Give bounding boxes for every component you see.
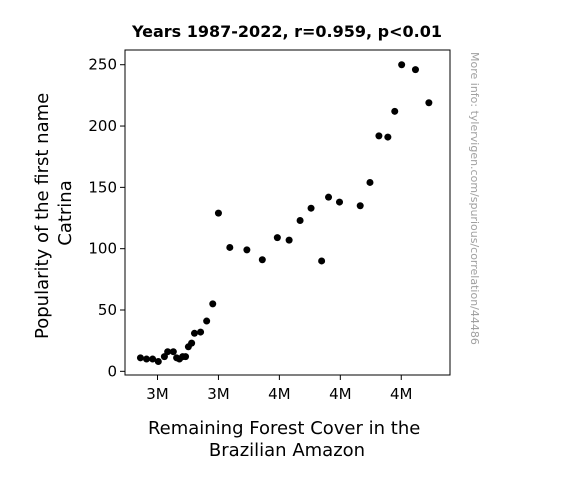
data-point [214, 209, 222, 217]
data-point [411, 66, 419, 74]
data-point [356, 202, 364, 210]
y-axis-label: Popularity of the first name Catrina [32, 87, 76, 339]
y-tick-label: 100 [88, 240, 117, 258]
x-axis-label-line-2: Brazilian Amazon [209, 440, 365, 461]
data-point [391, 107, 399, 115]
y-axis: 0 50 100 150 200 250 [88, 56, 125, 380]
data-points [136, 61, 433, 366]
data-point [366, 178, 374, 186]
x-axis-label-line-1: Remaining Forest Cover in the [148, 418, 420, 439]
x-tick-label: 3M [207, 385, 230, 403]
data-point [384, 133, 392, 141]
watermark-text: More info: tylervigen.com/spurious/corre… [468, 52, 481, 345]
x-tick-label: 3M [146, 385, 169, 403]
y-tick-label: 50 [98, 301, 117, 319]
data-point [273, 234, 281, 242]
y-tick-label: 150 [88, 178, 117, 196]
data-point [318, 257, 326, 265]
data-point [243, 246, 251, 254]
data-point [190, 329, 198, 337]
x-axis: 3M 3M 4M 4M 4M [146, 375, 413, 403]
data-point [169, 348, 177, 356]
data-point [226, 243, 234, 251]
data-point [307, 204, 315, 212]
data-point [325, 193, 333, 201]
data-point [398, 61, 406, 69]
data-point [203, 317, 211, 325]
chart-title: Years 1987-2022, r=0.959, p<0.01 [131, 22, 442, 41]
y-axis-label-line-1: Popularity of the first name [32, 93, 53, 339]
data-point [285, 236, 293, 244]
data-point [149, 355, 157, 363]
x-tick-label: 4M [268, 385, 291, 403]
data-point [143, 355, 151, 363]
data-point [258, 256, 266, 264]
data-point [296, 216, 304, 224]
data-point [182, 353, 190, 361]
data-point [209, 300, 217, 308]
data-point [375, 132, 383, 140]
y-tick-label: 200 [88, 117, 117, 135]
data-point [336, 198, 343, 206]
data-point [188, 339, 196, 347]
y-axis-label-line-2: Catrina [55, 180, 76, 246]
x-tick-label: 4M [390, 385, 413, 403]
x-tick-label: 4M [329, 385, 352, 403]
data-point [425, 99, 433, 107]
plot-frame [124, 49, 451, 376]
y-tick-label: 0 [107, 362, 117, 380]
x-axis-label: Remaining Forest Cover in the Brazilian … [148, 418, 426, 461]
y-tick-label: 250 [88, 56, 117, 74]
data-point [154, 358, 162, 366]
data-point [136, 354, 144, 362]
data-point [164, 348, 172, 356]
data-point [197, 328, 205, 336]
